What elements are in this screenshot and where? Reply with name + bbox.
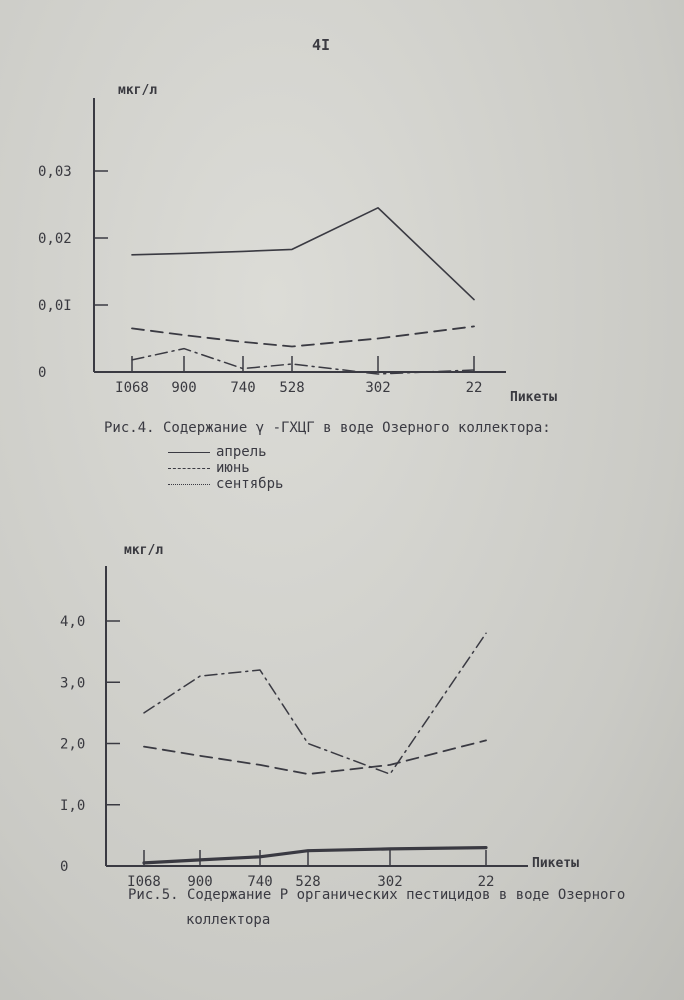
y-tick-label: 4,0	[60, 614, 85, 630]
legend-label-june: июнь	[216, 460, 250, 476]
series-line-2	[131, 325, 475, 348]
page-number: 4I	[312, 36, 331, 54]
legend-item-april: апрель	[168, 444, 283, 460]
x-tick-label: I068	[115, 380, 149, 396]
x-tick-label: 528	[279, 380, 304, 396]
figure4-chart: 0 0,0I 0,02 0,03 мкг/л I068 900 740 528 302 22 Пике…	[38, 83, 557, 405]
series-line-1	[131, 207, 475, 301]
x-tick-label: 900	[187, 874, 212, 890]
legend-item-june: июнь	[168, 460, 283, 476]
legend-label-april: апрель	[216, 444, 267, 460]
x-tick-label: 302	[365, 380, 390, 396]
x-tick-label: 302	[377, 874, 402, 890]
figure4-caption: Рис.4. Содержание γ -ГХЦГ в воде Озерног…	[104, 420, 551, 436]
y-tick-label: 0	[60, 859, 68, 875]
legend-label-september: сентябрь	[216, 476, 284, 492]
legend-line-dashed	[168, 467, 210, 469]
x-axis-label: Пикеты	[532, 856, 579, 871]
x-tick-label: 22	[466, 380, 483, 396]
legend-item-september: сентябрь	[168, 476, 283, 492]
y-tick-label: 0	[38, 365, 46, 381]
x-tick-label: 740	[247, 874, 272, 890]
y-tick-label: 2,0	[60, 737, 85, 753]
x-tick-label: I068	[127, 874, 161, 890]
y-tick-label: I,0	[60, 798, 85, 814]
y-tick-label: 0,02	[38, 231, 72, 247]
series-line-1	[143, 632, 487, 775]
figure5-caption-line2: коллектора	[186, 912, 271, 928]
x-tick-label: 528	[295, 874, 320, 890]
legend-line-dashdot	[168, 483, 210, 485]
series-line-2	[143, 739, 487, 776]
y-axis-label: мкг/л	[124, 543, 163, 558]
x-tick-label: 740	[230, 380, 255, 396]
y-tick-label: 0,03	[38, 164, 72, 180]
figure4-legend: апрель июнь сентябрь	[168, 444, 283, 492]
x-axis-label: Пикеты	[510, 390, 557, 405]
x-tick-label: 22	[478, 874, 495, 890]
figure5-chart: 0 I,0 2,0 3,0 4,0 мкг/л I068 900 740 528 302 22 Пике…	[60, 543, 579, 890]
series-line-3	[142, 846, 488, 865]
y-tick-label: 0,0I	[38, 298, 72, 314]
legend-line-solid	[168, 451, 210, 453]
y-axis-label: мкг/л	[118, 83, 157, 98]
series-line-3	[131, 347, 475, 375]
x-tick-label: 900	[171, 380, 196, 396]
y-tick-label: 3,0	[60, 675, 85, 691]
figure5-caption-line1: Рис.5. Содержание Р органических пестици…	[128, 887, 626, 903]
